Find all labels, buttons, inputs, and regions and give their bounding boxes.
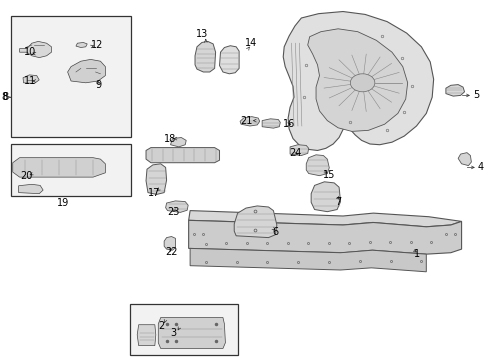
Polygon shape [171,138,186,147]
Polygon shape [190,248,426,272]
Text: 3: 3 [171,328,176,338]
Polygon shape [311,182,341,212]
Polygon shape [234,206,277,238]
Text: 24: 24 [289,148,301,158]
Bar [11,16,131,137]
Text: 21: 21 [240,116,252,126]
Text: 5: 5 [473,90,479,100]
Text: 22: 22 [165,247,178,257]
Polygon shape [189,211,462,227]
Polygon shape [458,153,471,166]
Text: 13: 13 [196,29,208,39]
Polygon shape [146,164,167,194]
Polygon shape [262,119,280,128]
Polygon shape [166,201,188,212]
Text: 10: 10 [24,47,36,57]
Text: 6: 6 [272,227,278,237]
Polygon shape [164,237,175,250]
Polygon shape [13,158,105,177]
Polygon shape [283,12,434,150]
Text: 18: 18 [164,134,176,144]
Text: 8: 8 [2,92,8,102]
Polygon shape [76,42,87,48]
Text: 4: 4 [478,162,484,172]
Polygon shape [308,29,408,131]
Polygon shape [19,184,43,194]
Polygon shape [195,41,216,72]
Text: 2: 2 [158,321,164,331]
Polygon shape [240,117,260,126]
Polygon shape [137,325,156,346]
Polygon shape [146,148,220,163]
Text: 1: 1 [414,249,420,259]
Polygon shape [158,318,225,348]
Polygon shape [220,46,239,74]
Text: 19: 19 [56,198,69,208]
Text: 20: 20 [21,171,33,181]
Text: 12: 12 [91,40,103,50]
Polygon shape [306,155,329,176]
Polygon shape [68,59,105,83]
Polygon shape [446,85,465,96]
Text: 23: 23 [168,207,180,217]
Circle shape [350,74,375,92]
Polygon shape [189,220,462,254]
Text: 7: 7 [336,197,342,207]
Bar [130,304,238,355]
Polygon shape [23,75,39,84]
Text: 8: 8 [1,92,10,102]
Text: 16: 16 [283,119,295,129]
Text: 11: 11 [24,76,36,86]
Polygon shape [20,41,51,58]
Text: 14: 14 [245,38,257,48]
Text: 9: 9 [96,80,102,90]
Bar [11,144,131,196]
Text: 17: 17 [148,188,160,198]
Text: 15: 15 [323,170,336,180]
Polygon shape [290,145,309,156]
